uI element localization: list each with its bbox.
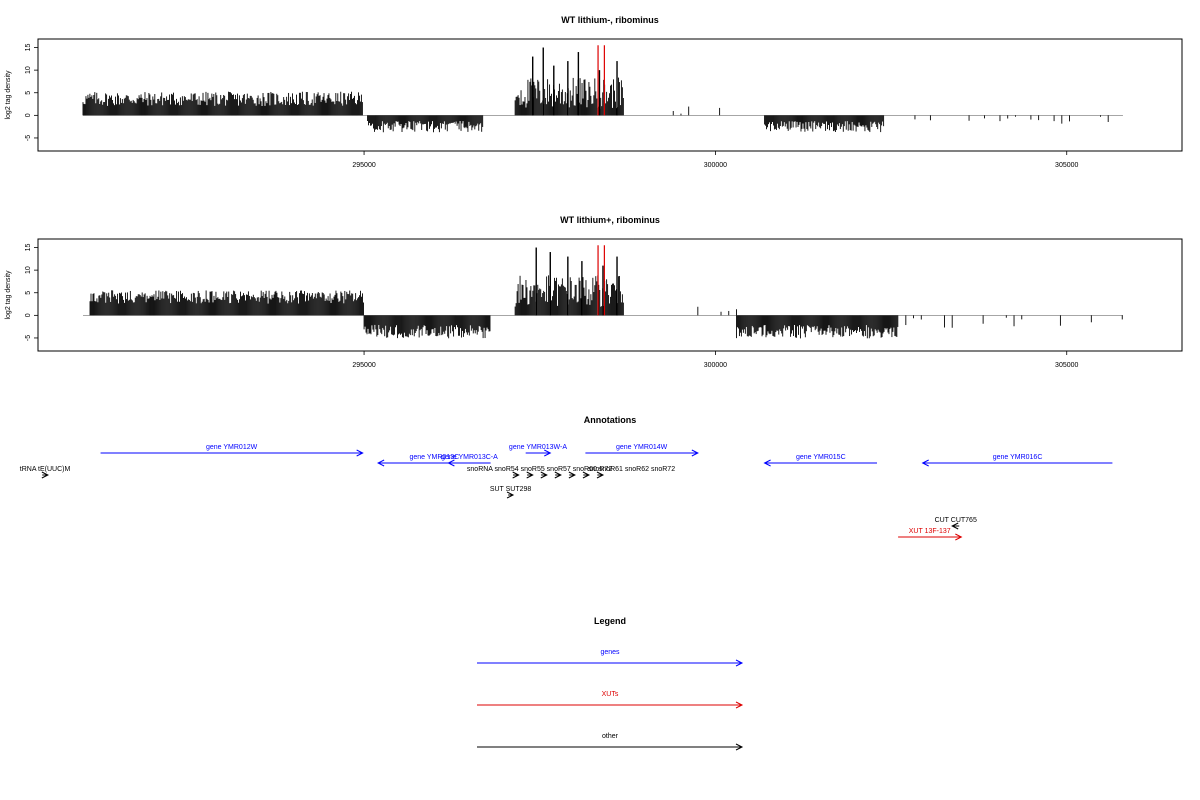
feature-label: gene YMR012W (206, 444, 258, 451)
y-tick-label: 15 (25, 244, 32, 252)
y-axis-label: log2 tag density (5, 70, 12, 120)
overlapping-feature-labels: snoRNA snoR54 snoR55 snoR57 snoR60 snoR6… (467, 466, 675, 473)
annotation-features: gene YMR012W gene YMR013W-A gene YMR014W ge… (20, 444, 1113, 541)
feature-arrowhead (512, 471, 520, 479)
legend-arrow-arrowhead (735, 701, 744, 709)
feature-arrowhead (377, 459, 385, 467)
signal-bars (83, 245, 1123, 339)
annotations-panel: Annotations gene YMR012W gene YMR013W-A ge… (20, 415, 1113, 541)
feature-arrowhead (921, 459, 929, 467)
feature-arrowhead (691, 449, 699, 457)
legend-arrow-arrowhead (735, 659, 744, 667)
feature-label: XUT 13F-137 (909, 528, 951, 535)
axes: -5 0 5 10 15 295000 300000 305000 (25, 244, 1079, 369)
feature-arrowhead (554, 471, 562, 479)
feature-arrowhead (544, 449, 552, 457)
feature-arrowhead (582, 471, 591, 479)
y-tick-label: 0 (25, 313, 32, 317)
legend-label: XUTs (602, 691, 619, 698)
y-tick-label: 5 (25, 291, 32, 295)
panel-title: WT lithium-, ribominus (561, 15, 659, 25)
x-tick-label: 300000 (704, 162, 727, 169)
legend-label: other (602, 733, 619, 740)
feature-arrowhead (447, 459, 455, 467)
feature-arrowhead (540, 471, 548, 479)
feature-arrowhead (41, 471, 49, 479)
x-tick-label: 305000 (1055, 162, 1078, 169)
feature-arrowhead (568, 471, 576, 479)
x-tick-label: 305000 (1055, 362, 1078, 369)
y-axis-label: log2 tag density (5, 270, 12, 320)
feature-label: gene YMR013W-A (509, 444, 567, 451)
plot-frame (37, 38, 1183, 152)
legend: Legend genes XUTs other (477, 616, 744, 751)
feature-label: gene YMR016C (993, 454, 1043, 461)
feature-label: snoR72 (588, 466, 612, 473)
feature-arrowhead (763, 459, 771, 467)
y-tick-label: -5 (25, 135, 32, 141)
y-tick-label: 10 (25, 66, 32, 74)
feature-arrowhead (955, 533, 963, 541)
x-tick-label: 300000 (704, 362, 727, 369)
feature-arrowhead (596, 471, 605, 479)
signal-bars (82, 45, 1123, 133)
y-tick-label: 15 (25, 44, 32, 52)
legend-label: genes (600, 649, 620, 656)
annotations-title: Annotations (584, 415, 637, 425)
y-tick-label: 10 (25, 266, 32, 274)
feature-arrowhead (356, 449, 364, 457)
feature-arrowhead (526, 471, 534, 479)
y-tick-label: 5 (25, 91, 32, 95)
x-tick-label: 295000 (352, 362, 375, 369)
x-tick-label: 295000 (352, 162, 375, 169)
y-tick-label: -5 (25, 335, 32, 341)
panel-title: WT lithium+, ribominus (560, 215, 660, 225)
axes: -5 0 5 10 15 295000 300000 305000 (25, 44, 1079, 169)
y-tick-label: 0 (25, 113, 32, 117)
track-panel-lithium-minus: WT lithium-, ribominus -5 0 5 10 15 295000 300… (5, 15, 1183, 169)
feature-label: gene YMR013C-A (441, 454, 498, 461)
track-panel-lithium-plus: WT lithium+, ribominus -5 0 5 10 15 295000 300… (5, 215, 1183, 369)
feature-label: gene YMR013C (409, 454, 459, 461)
legend-title: Legend (594, 616, 626, 626)
feature-arrowhead (951, 522, 959, 530)
legend-arrow-arrowhead (735, 743, 744, 751)
feature-label: SUT SUT298 (490, 486, 532, 493)
feature-label: gene YMR015C (796, 454, 846, 461)
feature-label: CUT CUT765 (935, 517, 977, 524)
feature-label: tRNA tE(UUC)M (20, 466, 71, 473)
plot-frame (37, 238, 1183, 352)
legend-items: genes XUTs other (477, 649, 744, 751)
feature-arrowhead (506, 491, 515, 499)
feature-label: gene YMR014W (616, 444, 668, 451)
